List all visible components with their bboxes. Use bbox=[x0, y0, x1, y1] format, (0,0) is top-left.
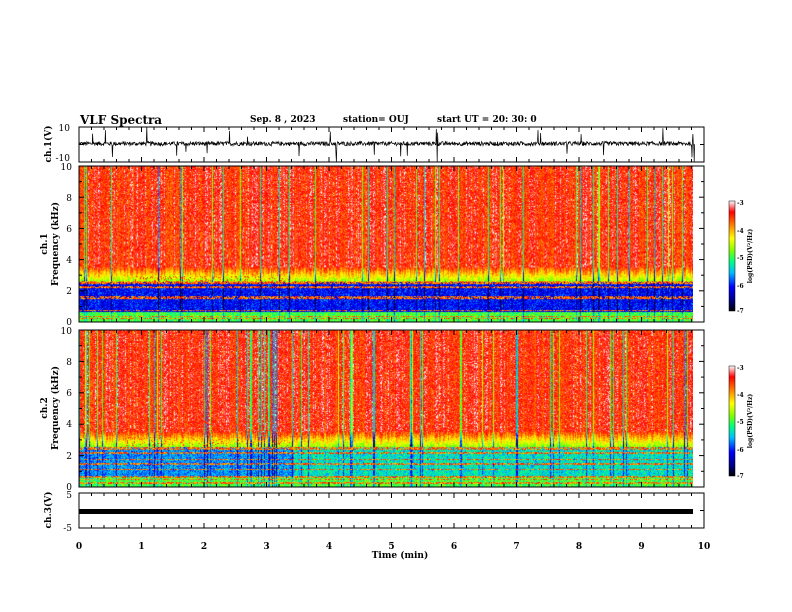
spec2-ylabel: Frequency (kHz) bbox=[50, 366, 61, 450]
ch3-ylabel: ch.3(V) bbox=[43, 492, 54, 529]
station-label: station= OUJ bbox=[343, 115, 409, 125]
colorbar-ch1: -3 -4 -5 -6 -7 log(PSD)(V²/Hz) bbox=[728, 200, 754, 315]
cb2-tick-neg5: -5 bbox=[737, 419, 744, 426]
y-tick-labels: 10 -10 0 2 4 6 8 10 0 2 4 6 8 10 5 -5 bbox=[56, 124, 73, 534]
cb2-tick-neg7: -7 bbox=[737, 473, 744, 480]
spectrogram-ch1-image bbox=[79, 166, 693, 322]
cb1-tick-neg6: -6 bbox=[737, 283, 744, 290]
xtick-4: 4 bbox=[326, 542, 332, 552]
spec1-ytick-0: 0 bbox=[66, 318, 72, 328]
cb1-tick-neg5: -5 bbox=[737, 255, 744, 262]
ch1-ylabel: ch.1(V) bbox=[43, 126, 54, 163]
spec1-ytick-10: 10 bbox=[61, 163, 73, 173]
cb1-tick-neg4: -4 bbox=[737, 228, 744, 235]
spec1-channel-label: ch.1 bbox=[40, 233, 50, 254]
ch3-ytick-5: 5 bbox=[66, 491, 72, 501]
waveform-ch1-trace bbox=[78, 126, 695, 163]
spectrogram-ch2-image bbox=[79, 330, 693, 487]
ch3-ytick-neg5: -5 bbox=[63, 524, 72, 534]
waveform-ch1-frame bbox=[78, 126, 705, 163]
spec2-ytick-8: 8 bbox=[66, 358, 72, 368]
ch1-ytick-10: 10 bbox=[59, 124, 71, 134]
cb2-tick-neg4: -4 bbox=[737, 392, 744, 399]
x-axis-label: Time (min) bbox=[372, 550, 429, 561]
date-label: Sep. 8 , 2023 bbox=[250, 115, 316, 125]
spec2-ytick-0: 0 bbox=[66, 483, 72, 493]
axis-ticks bbox=[78, 126, 705, 529]
cb2-label: log(PSD)(V²/Hz) bbox=[747, 394, 754, 449]
cb2-tick-neg3: -3 bbox=[737, 365, 744, 372]
cb1-tick-neg3: -3 bbox=[737, 200, 744, 207]
spec2-ytick-10: 10 bbox=[61, 327, 73, 337]
start-ut-label: start UT = 20: 30: 0 bbox=[437, 115, 537, 125]
spec1-ytick-2: 2 bbox=[66, 287, 72, 297]
xtick-10: 10 bbox=[698, 542, 711, 552]
waveform-ch3-trace bbox=[79, 509, 693, 514]
colorbar-ch2: -3 -4 -5 -6 -7 log(PSD)(V²/Hz) bbox=[728, 365, 754, 480]
spec2-ytick-6: 6 bbox=[66, 389, 72, 399]
spec2-channel-label: ch.2 bbox=[40, 397, 50, 418]
spec1-ylabel: Frequency (kHz) bbox=[50, 202, 61, 286]
ch1-ytick-neg10: -10 bbox=[56, 154, 71, 164]
xtick-5: 5 bbox=[388, 542, 394, 552]
cb1-label: log(PSD)(V²/Hz) bbox=[747, 229, 754, 284]
spec1-ytick-4: 4 bbox=[66, 256, 72, 266]
xtick-3: 3 bbox=[263, 542, 269, 552]
xtick-9: 9 bbox=[638, 542, 644, 552]
xtick-8: 8 bbox=[576, 542, 582, 552]
cb1-tick-neg7: -7 bbox=[737, 308, 744, 315]
xtick-1: 1 bbox=[138, 542, 144, 552]
spec1-ytick-6: 6 bbox=[66, 225, 72, 235]
xtick-6: 6 bbox=[451, 542, 457, 552]
chart-title: VLF Spectra bbox=[80, 113, 163, 127]
spec1-ytick-8: 8 bbox=[66, 194, 72, 204]
cb2-tick-neg6: -6 bbox=[737, 447, 744, 454]
xtick-0: 0 bbox=[76, 542, 82, 552]
xtick-7: 7 bbox=[513, 542, 519, 552]
spec2-ytick-2: 2 bbox=[66, 452, 72, 462]
x-tick-labels: 0 1 2 3 4 5 6 7 8 9 10 bbox=[76, 542, 710, 552]
xtick-2: 2 bbox=[201, 542, 207, 552]
spec2-ytick-4: 4 bbox=[66, 420, 72, 430]
